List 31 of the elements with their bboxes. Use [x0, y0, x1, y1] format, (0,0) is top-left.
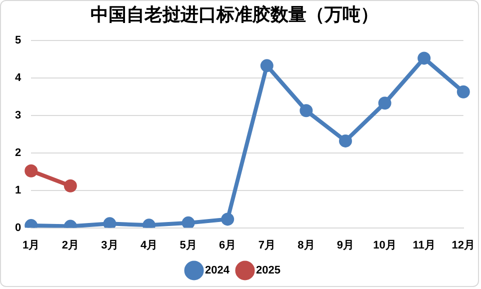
- point: [260, 59, 274, 72]
- point: [300, 104, 313, 118]
- y-tick-label: 1: [14, 184, 22, 196]
- x-tick-label: 12月: [452, 239, 476, 252]
- x-tick-label: 6月: [219, 239, 236, 252]
- y-tick-label: 4: [14, 72, 22, 84]
- x-tick-label: 4月: [140, 239, 158, 252]
- x-tick-label: 5月: [180, 239, 197, 252]
- x-tick-label: 3月: [101, 239, 118, 252]
- legend-label: 2025: [256, 264, 280, 277]
- point: [24, 164, 38, 178]
- y-tick-label: 2: [14, 146, 22, 159]
- point: [456, 85, 470, 98]
- point: [64, 179, 77, 192]
- x-tick-label: 9月: [336, 239, 354, 252]
- point: [418, 52, 431, 65]
- legend-label: 2024: [205, 264, 230, 277]
- point: [182, 216, 195, 228]
- x-tick-label: 2月: [62, 239, 79, 252]
- point: [338, 134, 352, 148]
- point: [221, 212, 234, 226]
- x-tick-label: 8月: [298, 239, 315, 252]
- chart-title: 中国自老挝进口标准胶数量（万吨）: [90, 4, 378, 26]
- x-tick-label: 11月: [412, 239, 436, 252]
- y-tick-label: 5: [14, 34, 22, 47]
- y-tick-label: 3: [14, 110, 22, 122]
- x-tick-label: 1月: [22, 239, 40, 252]
- x-tick-label: 10月: [373, 239, 396, 252]
- y-tick-label: 0: [14, 222, 22, 234]
- x-tick-label: 7月: [258, 239, 276, 252]
- point: [378, 96, 392, 110]
